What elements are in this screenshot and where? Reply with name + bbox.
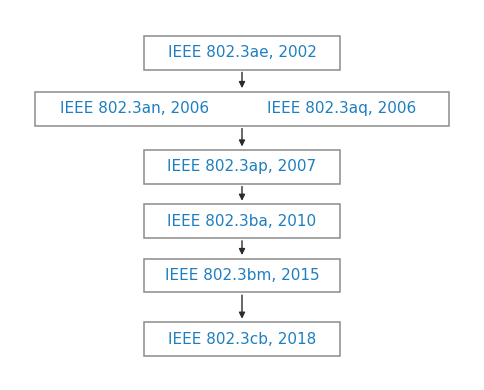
FancyBboxPatch shape bbox=[144, 150, 340, 184]
Text: IEEE 802.3aq, 2006: IEEE 802.3aq, 2006 bbox=[267, 101, 416, 116]
Text: IEEE 802.3an, 2006: IEEE 802.3an, 2006 bbox=[60, 101, 209, 116]
FancyBboxPatch shape bbox=[144, 322, 340, 356]
Text: IEEE 802.3cb, 2018: IEEE 802.3cb, 2018 bbox=[168, 332, 316, 347]
FancyBboxPatch shape bbox=[144, 36, 340, 69]
Text: IEEE 802.3ap, 2007: IEEE 802.3ap, 2007 bbox=[167, 160, 317, 174]
FancyBboxPatch shape bbox=[35, 92, 449, 126]
Text: IEEE 802.3ae, 2002: IEEE 802.3ae, 2002 bbox=[167, 45, 317, 60]
FancyBboxPatch shape bbox=[144, 204, 340, 238]
FancyBboxPatch shape bbox=[144, 259, 340, 292]
Text: IEEE 802.3ba, 2010: IEEE 802.3ba, 2010 bbox=[167, 214, 317, 229]
Text: IEEE 802.3bm, 2015: IEEE 802.3bm, 2015 bbox=[165, 268, 319, 283]
